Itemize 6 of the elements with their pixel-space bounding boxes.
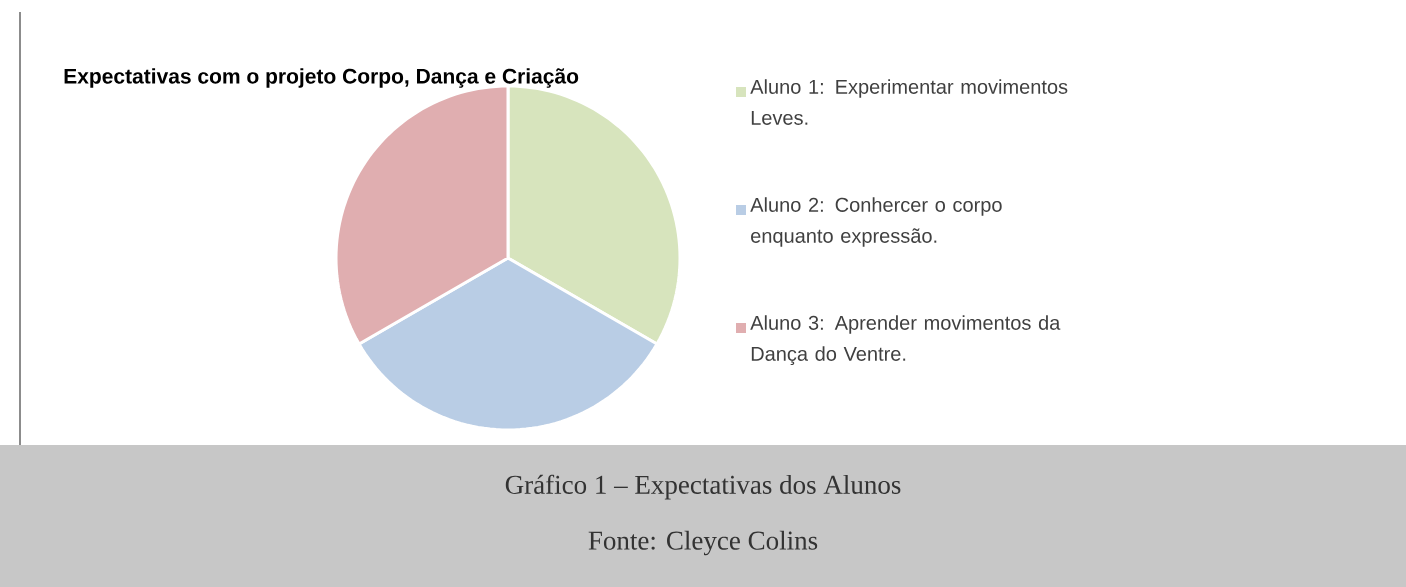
source-note: Fonte: Cleyce Colins [588,530,818,556]
chart-title: Expectativas com o projeto Corpo, Dança e Criação [64,68,579,88]
legend-label: Aluno 2: Conhercer o corpo enquanto expressão. [750,197,1002,247]
legend-label: Aluno 3: Aprender movimentos da Dança do Ventre. [750,315,1061,365]
legend-label: Aluno 1: Experimentar movimentos Leves. [750,79,1068,125]
text: Gráfico 1 – Expectativas dos Alunos [505,474,901,500]
